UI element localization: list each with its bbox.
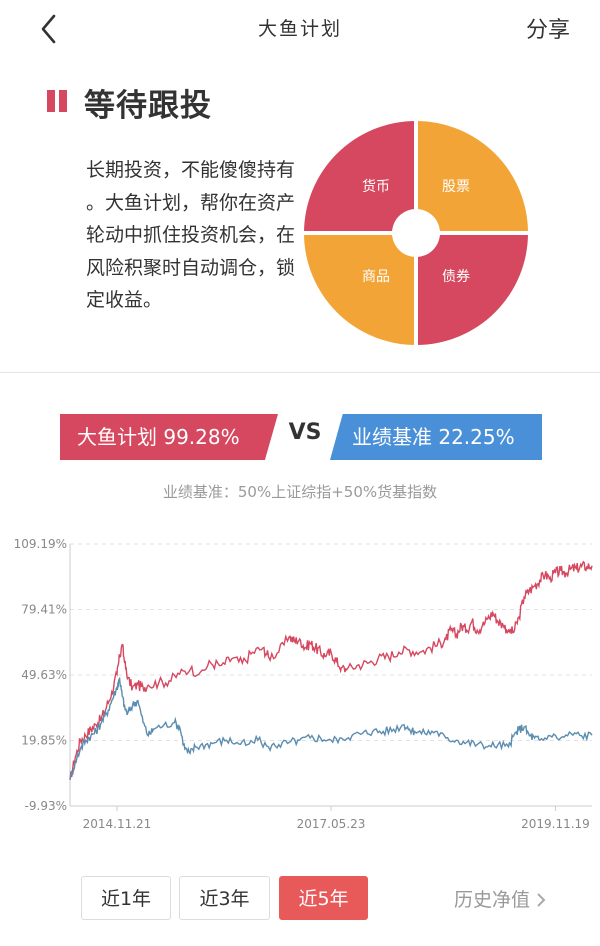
pie-label-2: 债券 <box>442 269 470 285</box>
pie-slice-2 <box>418 235 528 345</box>
performance-chart: 109.19% 79.41% 49.63% 19.85% -9.93% 2014.11.… <box>14 537 593 831</box>
series-line-1 <box>69 676 593 780</box>
x-tick-label: 2014.11.21 <box>83 817 152 831</box>
y-tick-label: 19.85% <box>21 734 67 748</box>
y-tick-label: 79.41% <box>21 603 67 617</box>
share-button[interactable]: 分享 <box>525 18 570 43</box>
y-tick-label: 49.63% <box>21 668 67 682</box>
page-title: 大鱼计划 <box>257 18 342 40</box>
pie-label-1: 股票 <box>442 179 470 195</box>
history-nav-label: 历史净值 <box>454 889 531 911</box>
vs-label: VS <box>288 420 322 445</box>
x-tick-label: 2019.11.19 <box>521 817 590 831</box>
x-tick-label: 2017.05.23 <box>297 817 366 831</box>
pie-label-0: 货币 <box>362 178 390 195</box>
plan-return-badge: 大鱼计划 99.28% <box>60 414 278 460</box>
period-5y-button[interactable]: 近5年 <box>279 876 368 920</box>
pie-slice-0 <box>304 121 414 231</box>
pie-slice-3 <box>304 235 414 345</box>
series-line-0 <box>69 560 593 780</box>
plan-description: 长期投资，不能傻傻持有 。大鱼计划，帮你在资产轮动中抓住投资机会，在风险积聚时自… <box>86 159 296 311</box>
period-1y-button[interactable]: 近1年 <box>81 876 171 920</box>
benchmark-return-badge: 业绩基准 22.25% <box>330 414 542 460</box>
divider <box>0 372 600 373</box>
section-title: 等待跟投 <box>84 88 212 124</box>
chevron-left-icon <box>41 14 56 44</box>
back-button[interactable] <box>34 12 66 46</box>
pie-label-3: 商品 <box>362 269 390 285</box>
section-marker-icon <box>47 90 67 112</box>
benchmark-description: 业绩基准：50%上证综指+50%货基指数 <box>162 483 438 501</box>
pie-slice-1 <box>418 121 528 231</box>
y-tick-label: 109.19% <box>14 537 67 551</box>
period-3y-button[interactable]: 近3年 <box>179 876 270 920</box>
history-nav-link[interactable]: 历史净值 <box>454 885 546 912</box>
chevron-right-icon <box>537 893 546 907</box>
y-tick-label: -9.93% <box>25 799 67 813</box>
